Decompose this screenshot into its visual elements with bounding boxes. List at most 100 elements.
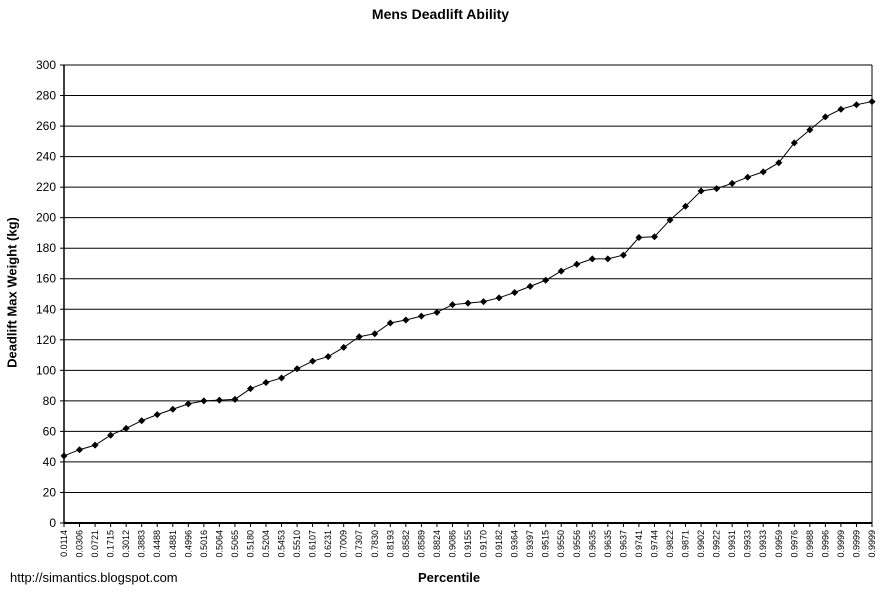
data-point-marker: [511, 288, 519, 296]
x-tick-label: 0.9976: [789, 530, 799, 558]
y-tick-label: 140: [36, 302, 56, 316]
data-point-marker: [790, 139, 798, 147]
x-tick-label: 0.9822: [665, 530, 675, 558]
data-point-marker: [355, 333, 363, 341]
data-point-marker: [806, 126, 814, 134]
x-tick-label: 0.0306: [75, 530, 85, 558]
data-point-marker: [138, 417, 146, 425]
y-tick-label: 0: [49, 516, 56, 530]
x-tick-label: 0.9635: [603, 530, 613, 558]
data-point-marker: [184, 400, 192, 408]
x-tick-label: 0.9902: [696, 530, 706, 558]
y-tick-label: 80: [43, 394, 57, 408]
x-tick-label: 0.8582: [401, 530, 411, 558]
y-tick-label: 40: [43, 455, 57, 469]
x-tick-label: 0.9397: [525, 530, 535, 558]
x-tick-label: 0.4488: [152, 530, 162, 558]
data-point-marker: [309, 357, 317, 365]
x-tick-label: 0.9515: [541, 530, 551, 558]
x-tick-label: 0.9933: [743, 530, 753, 558]
data-point-marker: [76, 446, 84, 454]
data-point-marker: [697, 187, 705, 195]
data-point-marker: [619, 251, 627, 259]
y-tick-label: 300: [36, 58, 56, 72]
axes: [63, 65, 873, 527]
data-point-marker: [371, 330, 379, 338]
data-point-marker: [246, 385, 254, 393]
x-tick-label: 0.9155: [463, 530, 473, 558]
data-point-marker: [448, 301, 456, 309]
data-point-marker: [60, 452, 68, 460]
x-tick-label: 0.0114: [59, 530, 69, 557]
data-point-marker: [744, 173, 752, 181]
data-point-marker: [340, 343, 348, 351]
y-tick-label: 220: [36, 180, 56, 194]
x-tick-label: 0.5064: [214, 530, 224, 558]
gridlines: [60, 64, 872, 524]
data-point-marker: [542, 276, 550, 284]
x-tick-label: 0.9931: [727, 530, 737, 558]
x-tick-label: 0.9550: [556, 530, 566, 558]
data-point-marker: [604, 255, 612, 263]
x-tick-label: 0.9182: [494, 530, 504, 558]
data-point-marker: [402, 316, 410, 324]
y-tick-label: 20: [43, 485, 57, 499]
data-series: [60, 98, 876, 460]
data-point-marker: [775, 159, 783, 167]
x-tick-label: 0.4881: [168, 530, 178, 558]
x-tick-label: 0.9999: [867, 530, 877, 558]
data-point-marker: [262, 379, 270, 387]
data-point-marker: [588, 255, 596, 263]
x-tick-label: 0.5180: [245, 530, 255, 558]
y-tick-label: 100: [36, 363, 56, 377]
x-tick-label: 0.9364: [510, 530, 520, 558]
x-tick-label: 0.5204: [261, 530, 271, 558]
x-tick-label: 0.9871: [681, 530, 691, 558]
data-point-marker: [852, 101, 860, 109]
x-tick-label: 0.5016: [199, 530, 209, 558]
data-point-marker: [495, 294, 503, 302]
x-tick-label: 0.9922: [712, 530, 722, 558]
x-tick-label: 0.6231: [323, 530, 333, 558]
y-tick-label: 120: [36, 333, 56, 347]
data-point-marker: [728, 179, 736, 187]
x-tick-labels: 0.0114 0.0306 0.0721 0.1715 0.3012 0.3883 0.44…: [59, 530, 877, 558]
x-tick-label: 0.9959: [774, 530, 784, 558]
x-tick-label: 0.9988: [805, 530, 815, 558]
chart-title: Mens Deadlift Ability: [371, 6, 510, 22]
y-tick-label: 240: [36, 150, 56, 164]
data-point-marker: [464, 299, 472, 307]
data-point-marker: [759, 168, 767, 176]
x-tick-label: 0.8193: [385, 530, 395, 558]
x-tick-label: 0.3883: [137, 530, 147, 558]
data-point-marker: [526, 282, 534, 290]
data-point-marker: [635, 234, 643, 242]
x-tick-label: 0.9635: [587, 530, 597, 558]
x-tick-label: 0.7830: [370, 530, 380, 558]
x-tick-label: 0.3012: [121, 530, 131, 558]
y-tick-label: 180: [36, 241, 56, 255]
data-point-marker: [821, 113, 829, 121]
x-tick-label: 0.9637: [618, 530, 628, 558]
y-tick-label: 260: [36, 119, 56, 133]
y-tick-label: 60: [43, 424, 57, 438]
x-tick-label: 0.8824: [432, 530, 442, 558]
x-tick-label: 0.9999: [851, 530, 861, 558]
x-axis-label: Percentile: [418, 570, 481, 585]
data-point-marker: [557, 267, 565, 275]
data-point-marker: [650, 233, 658, 241]
data-point-marker: [153, 411, 161, 419]
data-point-marker: [868, 98, 876, 106]
data-point-marker: [573, 260, 581, 268]
data-point-marker: [278, 374, 286, 382]
x-tick-label: 0.9086: [447, 530, 457, 558]
x-tick-label: 0.9999: [836, 530, 846, 558]
data-point-marker: [713, 185, 721, 193]
y-tick-labels: 0 20 40 60 80 100 120 140 160 180 200 220 240 260 280 3…: [36, 58, 56, 530]
data-point-marker: [215, 396, 223, 404]
data-point-marker: [682, 202, 690, 210]
y-tick-label: 280: [36, 89, 56, 103]
source-url: http://simantics.blogspot.com: [10, 570, 178, 585]
data-point-marker: [169, 405, 177, 413]
